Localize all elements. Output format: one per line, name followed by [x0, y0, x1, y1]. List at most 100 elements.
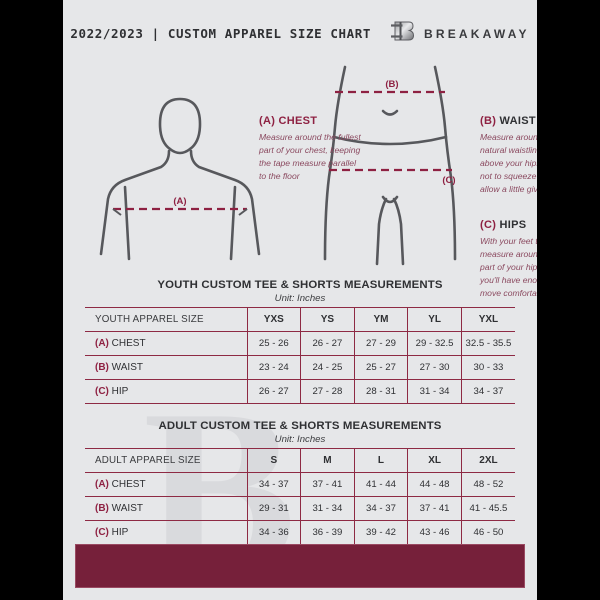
youth-cell-0-1: 26 - 27 — [300, 331, 355, 356]
youth-size-table: YOUTH APPAREL SIZE YXS YS YM YL YXL (A) … — [85, 307, 515, 404]
adult-row-label-2: (C) HIP — [85, 520, 247, 545]
youth-col-header-1: YS — [300, 307, 355, 332]
youth-cell-2-2: 28 - 31 — [353, 379, 408, 404]
table-row: (C) HIP 34 - 36 36 - 39 39 - 42 43 - 46 … — [85, 520, 515, 545]
adult-cell-2-4: 46 - 50 — [460, 520, 515, 545]
youth-col-header-2: YM — [353, 307, 408, 332]
table-row: (C) HIP 26 - 27 27 - 28 28 - 31 31 - 34 … — [85, 379, 515, 404]
adult-col-header-0: S — [246, 448, 301, 473]
adult-cell-1-0: 29 - 31 — [246, 496, 301, 521]
youth-col-header-4: YXL — [460, 307, 515, 332]
youth-cell-0-0: 25 - 26 — [246, 331, 301, 356]
youth-cell-2-0: 26 - 27 — [246, 379, 301, 404]
adult-cell-0-4: 48 - 52 — [460, 472, 515, 497]
adult-row-label-1: (B) WAIST — [85, 496, 247, 521]
adult-cell-2-1: 36 - 39 — [300, 520, 355, 545]
callout-waist-body: Measure around your natural waistline – … — [480, 132, 537, 194]
youth-table-unit: Unit: Inches — [274, 293, 326, 304]
callout-hips-title: (C) HIPS — [480, 219, 537, 231]
adult-cell-1-3: 37 - 41 — [407, 496, 462, 521]
callout-chest-body: Measure around the fullest part of your … — [259, 132, 361, 181]
adult-cell-1-1: 31 - 34 — [300, 496, 355, 521]
youth-cell-2-3: 31 - 34 — [407, 379, 462, 404]
youth-row-label-2: (C) HIP — [85, 379, 247, 404]
table-row: (B) WAIST 29 - 31 31 - 34 34 - 37 37 - 4… — [85, 496, 515, 521]
adult-cell-0-2: 41 - 44 — [353, 472, 408, 497]
youth-row-name-2: HIP — [111, 386, 129, 397]
table-row: (A) CHEST 25 - 26 26 - 27 27 - 29 29 - 3… — [85, 331, 515, 356]
youth-row-marker-1: (B) — [95, 362, 109, 373]
callout-chest-heading: CHEST — [278, 115, 318, 127]
adult-cell-1-4: 41 - 45.5 — [460, 496, 515, 521]
adult-row-name-2: HIP — [111, 527, 129, 538]
youth-table-title: YOUTH CUSTOM TEE & SHORTS MEASUREMENTS — [157, 279, 443, 291]
hip-line-label: (C) — [442, 175, 455, 186]
youth-cell-1-2: 25 - 27 — [353, 355, 408, 380]
adult-col-header-1: M — [300, 448, 355, 473]
table-header-row: YOUTH APPAREL SIZE YXS YS YM YL YXL — [85, 307, 515, 332]
adult-row-label-0: (A) CHEST — [85, 472, 247, 497]
adult-col-header-2: L — [353, 448, 408, 473]
upper-body-torso-outline-icon — [99, 97, 261, 261]
adult-size-table: ADULT APPAREL SIZE S M L XL 2XL (A) CHES… — [85, 448, 515, 545]
youth-col-header-3: YL — [407, 307, 462, 332]
youth-cell-1-1: 24 - 25 — [300, 355, 355, 380]
callout-chest-title: (A) CHEST — [259, 115, 363, 127]
callout-waist-title: (B) WAIST — [480, 115, 537, 127]
callout-waist-marker: (B) — [480, 115, 497, 127]
size-chart-page: B 2022/2023 | CUSTOM APPAREL SIZE CHART — [63, 0, 537, 600]
youth-col-header-0: YXS — [246, 307, 301, 332]
youth-table-block: YOUTH CUSTOM TEE & SHORTS MEASUREMENTS U… — [85, 279, 515, 404]
youth-row-name-1: WAIST — [111, 362, 143, 373]
callout-hips: (C) HIPS With your feet together, measur… — [480, 219, 537, 299]
adult-cell-0-1: 37 - 41 — [300, 472, 355, 497]
adult-cell-0-0: 34 - 37 — [246, 472, 301, 497]
breakaway-b-monogram-icon — [389, 18, 415, 49]
youth-cell-1-3: 27 - 30 — [407, 355, 462, 380]
youth-cell-0-2: 27 - 29 — [353, 331, 408, 356]
youth-cell-1-4: 30 - 33 — [460, 355, 515, 380]
chest-measure-line — [112, 207, 248, 216]
youth-cell-0-3: 29 - 32.5 — [407, 331, 462, 356]
adult-col-header-4: 2XL — [460, 448, 515, 473]
callout-hips-body: With your feet together, measure around … — [480, 236, 537, 298]
chest-line-label: (A) — [173, 196, 186, 207]
adult-table-unit: Unit: Inches — [274, 434, 326, 445]
adult-cell-2-3: 43 - 46 — [407, 520, 462, 545]
callout-waist-heading: WAIST — [499, 115, 536, 127]
adult-table-title: ADULT CUSTOM TEE & SHORTS MEASUREMENTS — [158, 420, 442, 432]
callout-waist: (B) WAIST Measure around your natural wa… — [480, 115, 537, 195]
adult-label-header: ADULT APPAREL SIZE — [85, 448, 247, 473]
body-figures-svg: (B) (C) (A) — [99, 65, 457, 266]
brand-lockup: BREAKAWAY — [389, 18, 530, 49]
youth-label-header: YOUTH APPAREL SIZE — [85, 307, 247, 332]
callout-hips-marker: (C) — [480, 219, 497, 231]
youth-row-label-0: (A) CHEST — [85, 331, 247, 356]
table-row: (A) CHEST 34 - 37 37 - 41 41 - 44 44 - 4… — [85, 472, 515, 497]
adult-row-marker-0: (A) — [95, 479, 109, 490]
footer-bar — [75, 544, 525, 588]
adult-row-name-1: WAIST — [111, 503, 143, 514]
youth-row-marker-0: (A) — [95, 338, 109, 349]
callout-hips-heading: HIPS — [499, 219, 527, 231]
adult-table-block: ADULT CUSTOM TEE & SHORTS MEASUREMENTS U… — [85, 420, 515, 545]
adult-col-header-3: XL — [407, 448, 462, 473]
youth-row-marker-2: (C) — [95, 386, 109, 397]
adult-row-marker-1: (B) — [95, 503, 109, 514]
lower-body-hips-outline-icon — [323, 65, 457, 266]
youth-cell-1-0: 23 - 24 — [246, 355, 301, 380]
youth-row-name-0: CHEST — [111, 338, 146, 349]
youth-cell-2-4: 34 - 37 — [460, 379, 515, 404]
adult-row-marker-2: (C) — [95, 527, 109, 538]
table-row: (B) WAIST 23 - 24 24 - 25 25 - 27 27 - 3… — [85, 355, 515, 380]
callout-chest-marker: (A) — [259, 115, 276, 127]
adult-cell-2-2: 39 - 42 — [353, 520, 408, 545]
table-header-row: ADULT APPAREL SIZE S M L XL 2XL — [85, 448, 515, 473]
waist-line-label: (B) — [385, 79, 398, 90]
callout-chest: (A) CHEST Measure around the fullest par… — [259, 115, 363, 183]
adult-row-name-0: CHEST — [111, 479, 146, 490]
youth-row-label-1: (B) WAIST — [85, 355, 247, 380]
youth-cell-2-1: 27 - 28 — [300, 379, 355, 404]
youth-cell-0-4: 32.5 - 35.5 — [460, 331, 515, 356]
adult-cell-1-2: 34 - 37 — [353, 496, 408, 521]
